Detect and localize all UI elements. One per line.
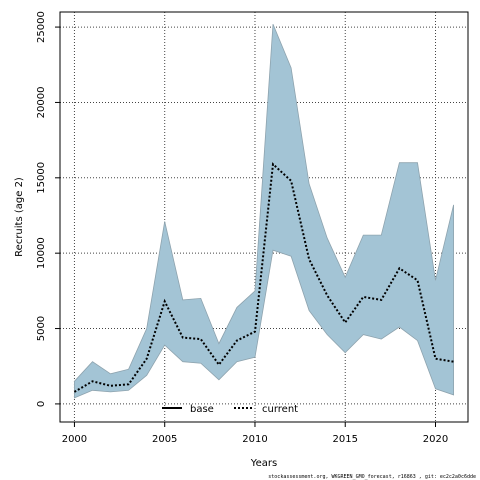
x-axis: 2000 2005 2010 2015 2020 [62,422,448,445]
y-tick-label: 5000 [36,316,47,341]
y-axis-title: Recruits (age 2) [14,177,25,257]
x-axis-title: Years [250,458,277,469]
series-lines [73,162,454,393]
x-tick-label: 2005 [152,434,177,445]
y-axis: 0 5000 10000 15000 20000 25000 [36,11,60,407]
y-tick-label: 10000 [36,237,47,269]
series-line-current [73,162,454,393]
plot-frame [59,11,469,423]
x-tick-label: 2015 [333,434,358,445]
y-tick-label: 15000 [36,162,47,194]
confidence-band [74,23,454,399]
y-tick-label: 20000 [36,87,47,119]
x-tick-label: 2010 [242,434,267,445]
legend-base-label: base [190,404,214,415]
band-area [74,23,454,399]
y-tick-label: 25000 [36,11,47,43]
legend: base current [162,404,298,415]
y-tick-label: 0 [36,401,47,407]
x-tick-label: 2000 [62,434,87,445]
footer-note: stockassessment.org, WKGREEN_GMO_forecas… [268,474,476,480]
legend-current-label: current [262,404,298,415]
x-tick-label: 2020 [423,434,448,445]
